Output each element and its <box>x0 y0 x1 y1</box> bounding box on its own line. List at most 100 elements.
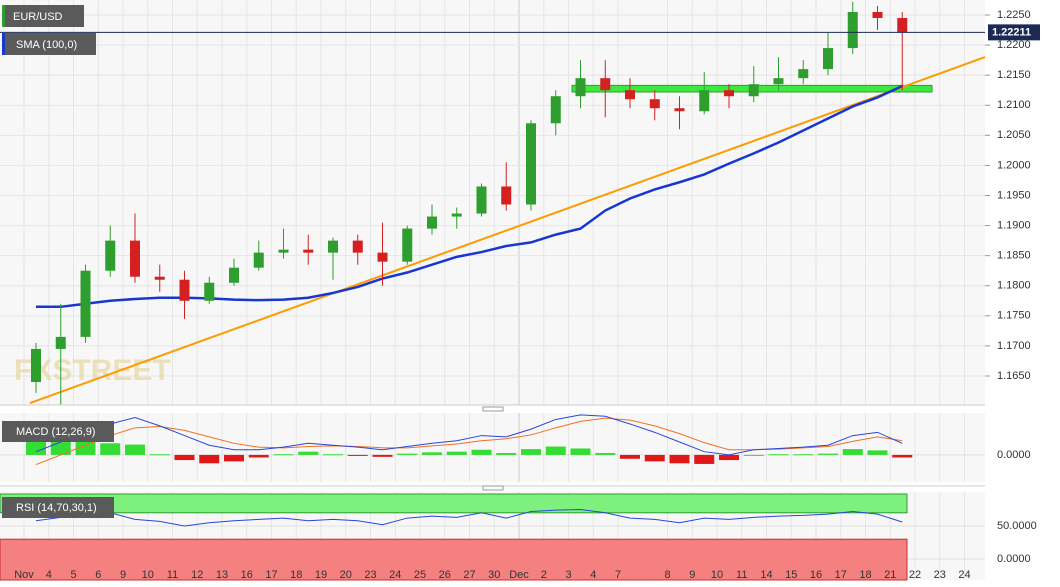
candle-body <box>600 78 611 91</box>
macd-histogram-bar <box>50 442 71 455</box>
macd-tag <box>2 421 114 442</box>
macd-histogram-bar <box>446 451 467 455</box>
x-tick-label: 4 <box>590 569 596 581</box>
y-tick-label: 1.1850 <box>997 250 1031 262</box>
macd-histogram-bar <box>397 453 418 455</box>
candle-body <box>773 78 784 85</box>
candle-body <box>526 123 536 205</box>
macd-histogram-bar <box>768 454 789 456</box>
candle-body <box>550 96 561 124</box>
macd-histogram-bar <box>372 454 393 457</box>
x-tick-label: 21 <box>884 569 896 581</box>
macd-histogram-bar <box>347 454 368 456</box>
x-tick-label: 11 <box>736 569 747 581</box>
x-tick-label: 6 <box>95 569 101 581</box>
macd-histogram-bar <box>26 442 46 455</box>
macd-histogram-bar <box>743 454 764 456</box>
y-tick-label: 1.2050 <box>997 129 1031 141</box>
oversold-zone <box>0 538 908 581</box>
candle-body <box>427 216 437 229</box>
macd-pane <box>0 413 985 482</box>
x-tick-label: 7 <box>615 569 621 581</box>
x-tick-label: 16 <box>241 569 253 581</box>
symbol-tag-accent <box>2 5 5 27</box>
x-tick-label: 20 <box>340 569 352 581</box>
x-tick-label: 23 <box>364 569 376 581</box>
candle-body <box>451 213 462 217</box>
macd-histogram-bar <box>620 454 640 459</box>
rsi-line <box>35 508 903 527</box>
sma-tag-accent <box>2 33 5 55</box>
x-tick-label: 10 <box>142 569 154 581</box>
x-tick-label: 8 <box>664 569 670 581</box>
y-tick-label: 1.1700 <box>997 340 1031 352</box>
macd-histogram-bar <box>149 454 170 456</box>
candle-body <box>130 240 140 277</box>
macd-histogram-bar <box>545 446 566 455</box>
macd-histogram-bar <box>273 454 294 456</box>
y-tick-label: 0.0000 <box>997 553 1031 565</box>
macd-histogram-bar <box>174 454 195 461</box>
candle-body <box>823 48 833 70</box>
macd-histogram-bar <box>298 451 319 455</box>
rsi-label: RSI (14,70,30,1) <box>16 502 97 514</box>
y-tick-label: 1.2250 <box>997 9 1031 21</box>
candle-body <box>105 240 116 271</box>
x-tick-label: 30 <box>488 569 500 581</box>
x-tick-label: 22 <box>909 569 921 581</box>
x-tick-label: 14 <box>760 569 772 581</box>
y-tick-label: 1.1900 <box>997 219 1031 231</box>
macd-histogram-bar <box>842 449 863 455</box>
candle-body <box>179 279 190 301</box>
x-tick-label: 17 <box>835 569 847 581</box>
macd-histogram-bar <box>323 454 343 456</box>
sma-tag <box>2 33 96 55</box>
y-tick-label: 1.2000 <box>997 159 1031 171</box>
marks <box>0 1 986 581</box>
candle-body <box>377 252 388 262</box>
y-tick-label: 1.1750 <box>997 310 1031 322</box>
x-tick-label: 3 <box>565 569 571 581</box>
x-tick-label: 4 <box>46 569 52 581</box>
resize-grip[interactable] <box>482 406 504 412</box>
macd-histogram-bar <box>719 454 739 461</box>
y-tick-label: 1.1800 <box>997 280 1031 292</box>
macd-histogram-bar <box>570 448 591 455</box>
x-tick-label: 11 <box>167 569 178 581</box>
candle-body <box>847 11 858 49</box>
candle-body <box>501 186 512 205</box>
macd-histogram-bar <box>471 449 492 455</box>
x-tick-label: 15 <box>785 569 797 581</box>
x-tick-label: Nov <box>14 569 34 581</box>
macd-histogram-bar <box>867 450 888 455</box>
macd-histogram-bar <box>595 452 616 455</box>
macd-label: MACD (12,26,9) <box>16 426 95 438</box>
main-pane <box>0 0 985 405</box>
macd-histogram-bar <box>496 452 517 455</box>
symbol-label: EUR/USD <box>13 11 63 23</box>
macd-histogram-bar <box>892 454 913 458</box>
macd-line <box>35 414 903 456</box>
candle-body <box>31 348 41 383</box>
candle-body <box>575 78 586 97</box>
candle-body <box>798 69 809 79</box>
x-tick-label: 23 <box>934 569 946 581</box>
x-tick-label: 24 <box>958 569 970 581</box>
macd-histogram-bar <box>422 452 442 455</box>
y-tick-label: 1.2100 <box>997 99 1031 111</box>
macd-histogram-bar <box>521 449 541 455</box>
macd-histogram-bar <box>694 454 715 464</box>
resize-grip[interactable] <box>482 485 504 491</box>
y-tick-label: 50.0000 <box>997 520 1037 532</box>
macd-histogram-bar <box>669 454 690 464</box>
macd-histogram-bar <box>793 454 814 456</box>
x-tick-label: 17 <box>265 569 277 581</box>
sma-label: SMA (100,0) <box>16 39 77 51</box>
macd-histogram-bar <box>818 453 838 455</box>
grid <box>0 0 985 580</box>
candle-body <box>204 282 215 301</box>
x-tick-label: 26 <box>439 569 451 581</box>
candle-body <box>872 11 883 18</box>
x-tick-label: 27 <box>463 569 475 581</box>
